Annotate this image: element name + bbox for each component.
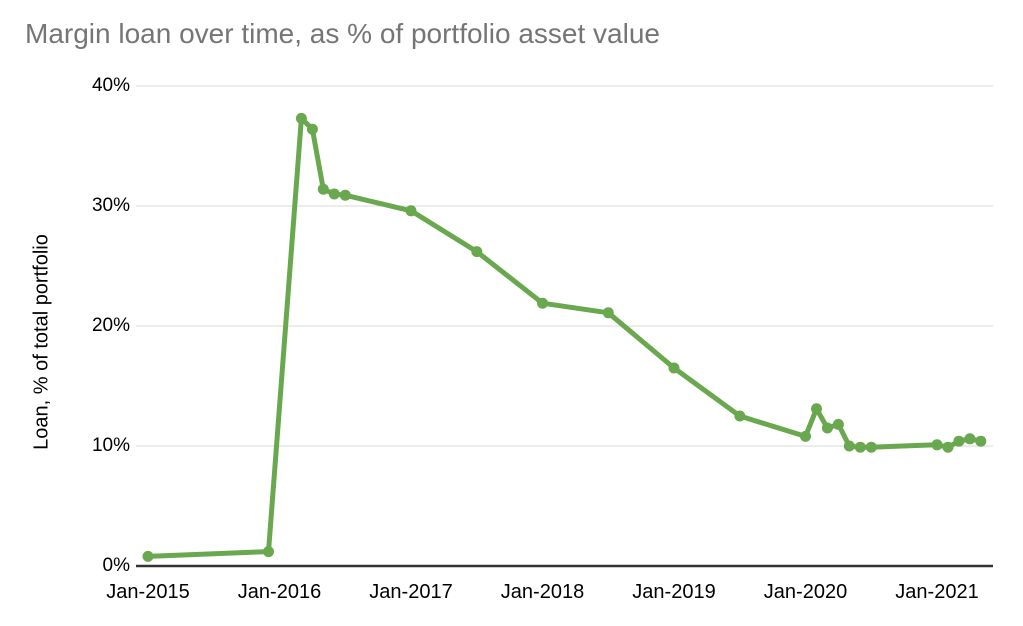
data-point-Mar-2021 bbox=[953, 435, 965, 447]
x-tick-label-Jan-2018: Jan-2018 bbox=[500, 581, 585, 603]
data-point-Jan-2019 bbox=[668, 362, 680, 374]
data-point-Jan-2018 bbox=[537, 297, 548, 309]
x-tick-label-Jan-2019: Jan-2019 bbox=[632, 581, 716, 603]
data-point-Jan-2015 bbox=[142, 550, 154, 562]
y-tick-label-20%: 20% bbox=[91, 315, 130, 336]
data-point-Jul-2018 bbox=[602, 307, 614, 319]
data-point-Dec-2015 bbox=[263, 546, 274, 558]
y-tick-label-0%: 0% bbox=[102, 555, 130, 576]
y-tick-label-30%: 30% bbox=[91, 195, 130, 216]
data-point-Jul-2016 bbox=[339, 189, 351, 201]
data-point-Jul-2019 bbox=[734, 410, 746, 422]
data-point-May-2016 bbox=[317, 183, 329, 195]
data-point-Apr-2016 bbox=[306, 123, 318, 135]
y-tick-label-10%: 10% bbox=[91, 435, 130, 456]
x-tick-label-Jan-2021: Jan-2021 bbox=[895, 581, 979, 603]
data-point-Jun-2020 bbox=[854, 441, 866, 453]
data-point-Apr-2020 bbox=[832, 418, 844, 430]
series-line bbox=[145, 115, 984, 559]
data-point-May-2021 bbox=[975, 435, 987, 447]
data-point-Jan-2017 bbox=[405, 205, 417, 217]
data-point-Feb-2021 bbox=[942, 441, 954, 453]
y-tick-label-40%: 40% bbox=[91, 75, 130, 96]
data-point-Feb-2020 bbox=[811, 403, 822, 415]
data-point-Jul-2020 bbox=[865, 441, 877, 453]
data-point-Jan-2020 bbox=[800, 430, 811, 442]
data-point-Mar-2020 bbox=[821, 422, 833, 434]
x-tick-label-Jan-2020: Jan-2020 bbox=[763, 581, 848, 603]
data-point-Jun-2016 bbox=[328, 188, 340, 200]
x-tick-label-Jan-2016: Jan-2016 bbox=[237, 581, 322, 603]
x-tick-label-Jan-2017: Jan-2017 bbox=[369, 581, 453, 603]
data-point-Jan-2021 bbox=[931, 439, 943, 451]
data-point-Mar-2016 bbox=[295, 112, 307, 124]
data-point-Jul-2017 bbox=[471, 246, 483, 258]
data-point-Apr-2021 bbox=[964, 433, 976, 445]
x-tick-label-Jan-2015: Jan-2015 bbox=[106, 581, 190, 603]
chart-title: Margin loan over time, as % of portfolio… bbox=[25, 18, 660, 49]
data-point-May-2020 bbox=[843, 440, 855, 452]
